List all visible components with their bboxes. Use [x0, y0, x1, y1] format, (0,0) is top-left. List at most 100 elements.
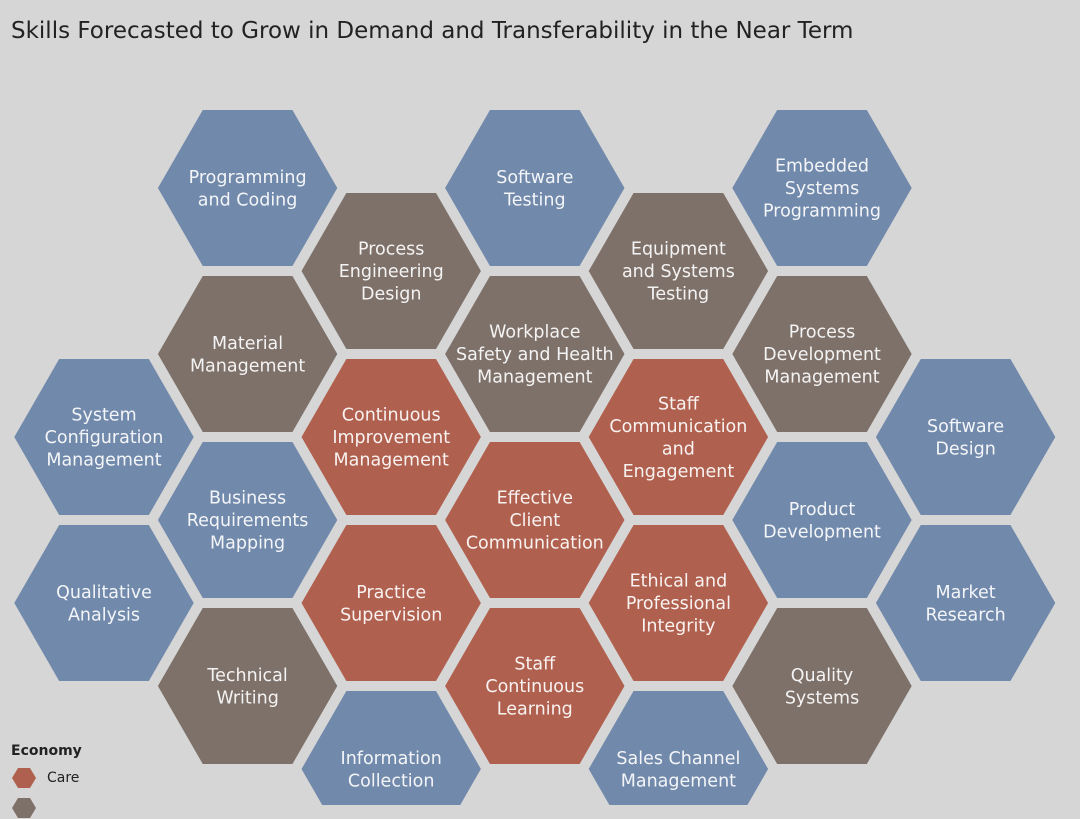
- hex-label: Programming: [189, 168, 307, 188]
- hex-label: Collection: [348, 771, 435, 791]
- hex-label: Design: [935, 439, 995, 459]
- page-title: Skills Forecasted to Grow in Demand and …: [11, 18, 854, 44]
- hex-shape: [153, 106, 342, 270]
- hex-label: Staff: [514, 655, 556, 675]
- hexagon-swatch-icon: [11, 767, 37, 789]
- hex-shape: [728, 272, 916, 436]
- hex-label: Communication: [466, 534, 604, 554]
- economy-legend: Economy Care: [11, 743, 82, 819]
- hex-label: Integrity: [641, 617, 715, 637]
- hex-shape: [297, 687, 486, 805]
- hex-label: Product: [789, 500, 856, 520]
- hex-label: Testing: [647, 285, 710, 305]
- hexagon-swatch-icon: [11, 797, 37, 819]
- hex-label: Design: [361, 285, 421, 305]
- hex-shape: [10, 521, 198, 685]
- hex-label: Embedded: [775, 157, 869, 177]
- hex-label: Sales Channel: [616, 749, 740, 769]
- hex-label: Process: [358, 240, 424, 260]
- hex-label: Staff: [658, 394, 700, 414]
- hex-label: Software: [927, 417, 1004, 437]
- hex-label: Information: [341, 749, 442, 769]
- hex-label: Safety and Health: [456, 345, 614, 365]
- hex-label: Requirements: [187, 511, 309, 531]
- hex-label: Qualitative: [56, 583, 152, 603]
- hex-shape: [153, 604, 342, 768]
- hex-shape: [153, 272, 342, 436]
- hex-label: and: [662, 439, 695, 459]
- hex-shape: [584, 355, 773, 519]
- hex-label: Software: [496, 168, 573, 188]
- hex-label: Practice: [356, 583, 426, 603]
- hex-label: Engineering: [339, 262, 444, 282]
- hex-label: Ethical and: [630, 572, 728, 592]
- hex-label: Technical: [206, 666, 287, 686]
- hex-shape: [871, 355, 1060, 519]
- hex-label: Effective: [497, 489, 573, 509]
- hex-label: Systems: [785, 179, 859, 199]
- hex-shape: [297, 189, 486, 353]
- hex-label: Writing: [216, 688, 279, 708]
- hex-label: Quality: [791, 666, 854, 686]
- legend-title: Economy: [11, 743, 82, 759]
- hex-label: Process: [789, 323, 855, 343]
- hex-label: Programming: [763, 202, 881, 222]
- hex-shape: [297, 355, 486, 519]
- hex-label: Management: [477, 368, 592, 388]
- hex-label: Analysis: [68, 605, 140, 625]
- hex-shape: [297, 521, 486, 685]
- hex-label: Development: [763, 345, 881, 365]
- hex-label: Engagement: [623, 462, 735, 482]
- hex-label: Management: [621, 771, 736, 791]
- hex-label: Learning: [497, 700, 573, 720]
- hex-shape: [584, 687, 773, 805]
- hex-label: Management: [334, 451, 449, 471]
- hex-label: Continuous: [342, 406, 441, 426]
- hex-shape: [10, 355, 198, 519]
- hex-label: and Systems: [622, 262, 735, 282]
- hex-label: Improvement: [332, 428, 450, 448]
- hex-label: Supervision: [340, 605, 442, 625]
- hex-label: Management: [190, 356, 305, 376]
- hex-label: and Coding: [198, 190, 298, 210]
- hex-label: Communication: [609, 417, 747, 437]
- hex-label: Configuration: [45, 428, 164, 448]
- hex-label: Management: [764, 368, 879, 388]
- hex-shape: [440, 106, 629, 270]
- hex-shape: [584, 521, 773, 685]
- legend-item: Care: [11, 767, 82, 789]
- hex-shape: [871, 521, 1060, 685]
- hex-label: Testing: [503, 190, 566, 210]
- hex-label: Business: [209, 489, 286, 509]
- hex-shape: [440, 272, 629, 436]
- hex-label: Professional: [626, 594, 731, 614]
- hex-shape: [440, 604, 629, 768]
- hex-label: Client: [509, 511, 560, 531]
- hex-label: Mapping: [210, 534, 285, 554]
- legend-items: Care: [11, 767, 82, 819]
- legend-item: [11, 797, 82, 819]
